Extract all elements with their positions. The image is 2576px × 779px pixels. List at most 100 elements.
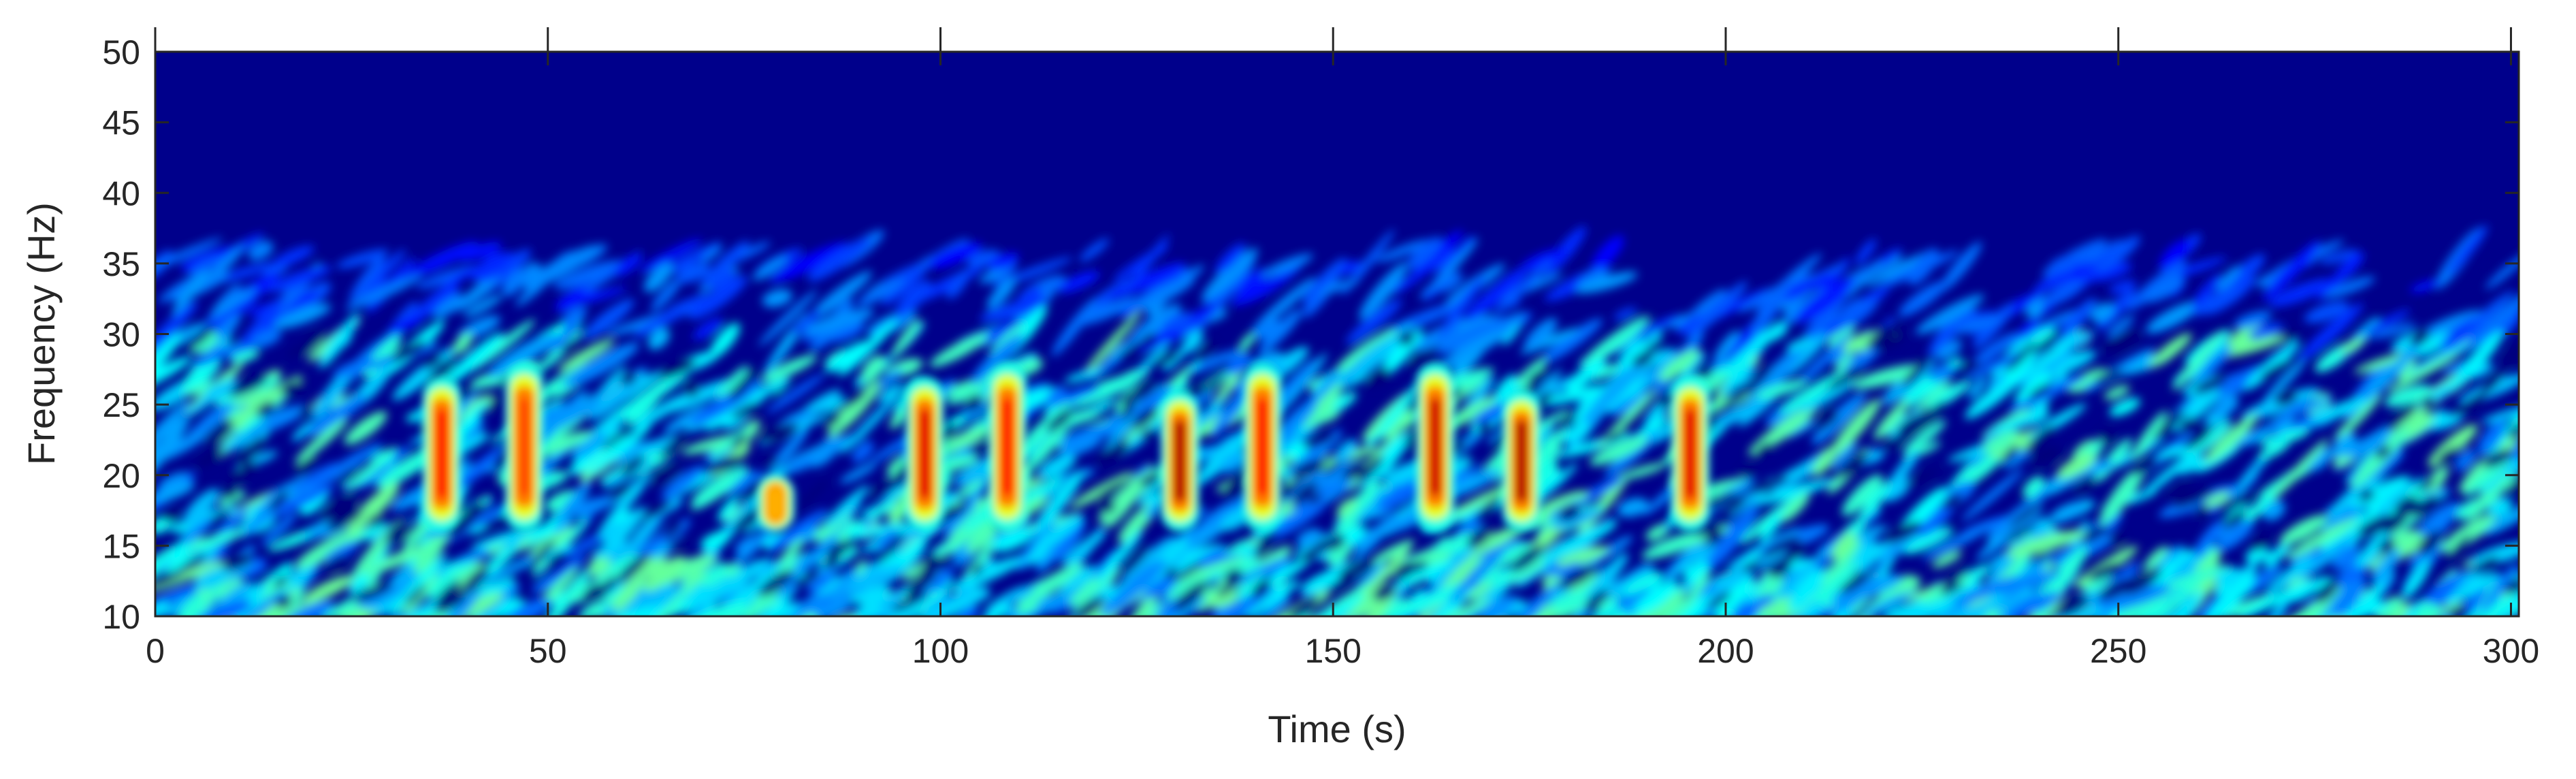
noise-blob — [1054, 520, 1086, 562]
noise-gap — [301, 330, 323, 353]
noise-blob — [231, 590, 285, 616]
noise-blob — [934, 567, 954, 592]
noise-gap — [1839, 571, 1871, 594]
noise-blob — [1175, 265, 1204, 286]
noise-blob — [2332, 544, 2360, 570]
noise-gap — [1511, 545, 1544, 572]
noise-blob — [1334, 439, 1357, 463]
noise-blob — [1464, 266, 1529, 321]
noise-gap — [1705, 529, 1724, 545]
noise-gap — [1768, 561, 1791, 578]
noise-blob — [1589, 364, 1621, 381]
noise-blob — [1542, 385, 1609, 406]
noise-blob — [2307, 448, 2332, 472]
noise-blob — [184, 528, 247, 552]
noise-blob — [524, 245, 600, 289]
noise-blob — [2311, 395, 2374, 424]
noise-blob — [1332, 480, 1379, 545]
noise-blob — [1206, 590, 1239, 608]
noise-gap — [2087, 562, 2122, 581]
noise-blob — [1368, 599, 1412, 616]
noise-blob — [1722, 594, 1775, 616]
noise-gap — [1528, 368, 1548, 385]
noise-blob — [319, 313, 359, 368]
noise-blob — [278, 606, 300, 616]
noise-blob — [1580, 315, 1650, 367]
noise-blob — [177, 592, 206, 616]
noise-blob — [1968, 377, 1986, 400]
noise-blob — [1261, 253, 1313, 278]
noise-blob — [2481, 563, 2519, 614]
noise-blob — [558, 338, 615, 372]
noise-blob — [1150, 597, 1206, 616]
noise-blob — [810, 437, 843, 468]
noise-blob — [323, 541, 359, 562]
noise-gap — [327, 509, 363, 531]
noise-blob — [690, 475, 740, 510]
noise-blob — [1494, 259, 1553, 316]
noise-blob — [1566, 357, 1607, 392]
noise-blob — [1231, 275, 1287, 306]
noise-blob — [1829, 398, 1881, 458]
call-streak — [1174, 419, 1187, 503]
noise-blob — [664, 407, 709, 434]
noise-gap — [1257, 530, 1278, 545]
noise-blob — [155, 560, 225, 592]
noise-blob — [155, 401, 190, 457]
noise-blob — [2090, 302, 2115, 323]
noise-blob — [2024, 327, 2055, 347]
noise-gap — [1338, 559, 1376, 579]
noise-blob — [729, 557, 771, 586]
noise-blob — [1788, 569, 1824, 612]
noise-gap — [2482, 449, 2513, 468]
noise-blob — [457, 242, 502, 261]
noise-blob — [1351, 323, 1413, 382]
noise-gap — [609, 484, 631, 500]
noise-blob — [2285, 579, 2319, 603]
noise-blob — [2335, 394, 2382, 443]
noise-blob — [1189, 553, 1240, 572]
noise-blob — [880, 590, 905, 612]
noise-blob — [428, 573, 454, 598]
noise-blob — [1127, 591, 1159, 616]
noise-blob — [551, 554, 586, 580]
noise-blob — [2108, 588, 2175, 616]
noise-blob — [935, 513, 997, 558]
noise-blob — [344, 446, 398, 492]
noise-blob — [707, 562, 726, 583]
noise-blob — [1438, 328, 1511, 369]
noise-blob — [857, 279, 904, 306]
noise-gap — [385, 520, 409, 537]
noise-blob — [1753, 479, 1835, 505]
call-streak — [1001, 398, 1014, 496]
noise-blob — [1982, 430, 2020, 453]
noise-blob — [155, 356, 192, 396]
noise-blob — [1831, 442, 1857, 470]
noise-blob — [1136, 342, 1170, 374]
noise-gap — [210, 509, 229, 525]
noise-gap — [162, 509, 181, 522]
noise-gap — [561, 338, 579, 354]
noise-blob — [1355, 595, 1380, 616]
noise-blob — [1110, 342, 1130, 360]
noise-blob — [1873, 400, 1909, 440]
noise-blob — [2317, 261, 2355, 301]
noise-blob — [718, 496, 739, 522]
noise-blob — [710, 270, 737, 289]
noise-blob — [2466, 293, 2519, 350]
noise-blob — [1929, 364, 1955, 382]
noise-blob — [1838, 298, 1867, 323]
noise-blob — [231, 349, 260, 363]
noise-gap — [383, 529, 413, 545]
noise-blob — [952, 556, 1023, 591]
noise-blob — [831, 565, 905, 595]
noise-blob — [2441, 513, 2497, 553]
y-tick-label: 35 — [102, 245, 140, 283]
noise-blob — [2445, 572, 2499, 605]
noise-blob — [1839, 260, 1884, 302]
noise-blob — [2146, 300, 2202, 334]
noise-blob — [184, 359, 221, 396]
noise-blob — [658, 497, 683, 514]
noise-blob — [2419, 310, 2483, 337]
noise-gap — [729, 369, 758, 400]
